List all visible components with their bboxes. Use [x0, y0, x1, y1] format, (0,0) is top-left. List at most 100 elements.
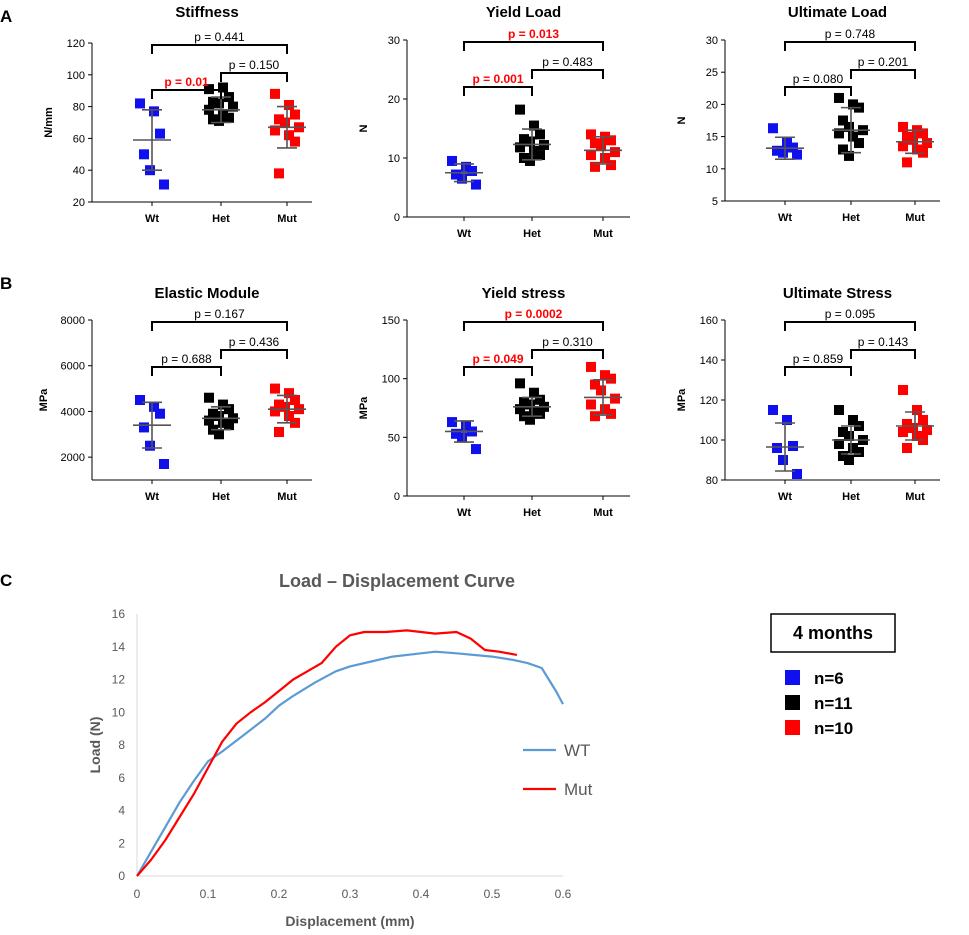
- y-axis-label: N/mm: [43, 107, 55, 138]
- x-tick-label: 0: [134, 887, 141, 901]
- y-tick-label: 0: [118, 869, 125, 883]
- data-point: [224, 112, 234, 123]
- legend-title: 4 months: [793, 623, 873, 643]
- data-point: [535, 150, 545, 161]
- legend-item-mut: n=10: [814, 719, 853, 738]
- data-point: [515, 142, 525, 153]
- data-point: [224, 404, 234, 415]
- significance-bracket: [784, 41, 916, 51]
- y-tick-label: 15: [706, 132, 718, 144]
- data-point: [447, 417, 457, 428]
- data-point: [590, 379, 600, 390]
- significance-bracket: [784, 366, 852, 376]
- data-point: [135, 395, 145, 405]
- y-tick-label: 20: [706, 99, 718, 111]
- x-tick-label: Het: [842, 491, 860, 503]
- data-point: [284, 388, 294, 399]
- y-tick-label: 60: [73, 133, 85, 145]
- data-point: [228, 101, 238, 112]
- p-value-label: p = 0.080: [793, 72, 844, 86]
- y-axis-label: MPa: [38, 388, 50, 412]
- data-point: [844, 150, 854, 161]
- data-point: [902, 443, 912, 453]
- p-value-label: p = 0.01: [164, 75, 209, 89]
- data-point: [912, 144, 922, 155]
- y-axis-label: Load (N): [87, 717, 103, 774]
- data-point: [515, 404, 525, 415]
- x-tick-label: Wt: [145, 491, 159, 503]
- data-point: [778, 455, 788, 465]
- legend-swatch-het: [785, 695, 800, 710]
- chart-title: Elastic Module: [154, 285, 259, 302]
- y-tick-label: 6000: [61, 361, 85, 373]
- data-point: [606, 373, 616, 384]
- data-point: [778, 147, 788, 158]
- chart-ultimate-stress: Ultimate Stress 80 100 120 140 160 MPa Wt Het Mut…: [676, 285, 940, 503]
- legend-swatch-mut: [785, 720, 800, 735]
- y-tick-label: 12: [112, 673, 126, 687]
- chart-title: Yield Load: [486, 4, 561, 21]
- y-tick-label: 100: [382, 374, 400, 386]
- data-point: [535, 129, 545, 140]
- significance-bracket: [784, 86, 852, 96]
- data-point: [284, 100, 294, 111]
- data-point: [204, 415, 214, 426]
- data-point: [898, 427, 908, 437]
- data-point: [922, 138, 932, 149]
- y-tick-label: 30: [388, 35, 400, 47]
- data-point: [471, 179, 481, 190]
- data-point: [898, 141, 908, 152]
- data-point: [535, 408, 545, 419]
- p-value-label: p = 0.049: [472, 352, 523, 366]
- y-axis-label: MPa: [358, 396, 370, 420]
- data-point: [525, 414, 535, 425]
- x-tick-label: Mut: [905, 491, 925, 503]
- y-tick-label: 100: [700, 435, 718, 447]
- y-tick-label: 160: [700, 315, 718, 327]
- significance-bracket: [151, 89, 222, 99]
- y-tick-label: 25: [706, 67, 718, 79]
- data-point: [274, 168, 284, 179]
- data-point: [270, 383, 280, 394]
- data-point: [600, 404, 610, 415]
- data-point: [912, 405, 922, 415]
- y-tick-label: 0: [394, 491, 400, 503]
- legend-item-wt: n=6: [814, 669, 844, 688]
- legend-label-wt: WT: [564, 741, 590, 760]
- data-point: [902, 157, 912, 168]
- y-tick-label: 8000: [61, 315, 85, 327]
- data-point: [590, 138, 600, 149]
- data-point: [457, 432, 467, 443]
- data-point: [149, 106, 159, 117]
- data-point: [844, 121, 854, 132]
- data-point: [535, 394, 545, 405]
- data-point: [898, 121, 908, 132]
- legend-title-box: [770, 613, 896, 653]
- data-point: [529, 406, 539, 417]
- data-point: [596, 141, 606, 152]
- chart-stiffness: Stiffness 20 40 60 80 100 120 N/mm Wt Het Mut p = 0…: [43, 4, 312, 225]
- y-tick-label: 20: [388, 94, 400, 106]
- data-point: [214, 429, 224, 440]
- p-value-label: p = 0.143: [858, 335, 909, 349]
- data-point: [218, 399, 228, 410]
- x-tick-label: Mut: [593, 228, 613, 240]
- data-point: [834, 439, 844, 449]
- p-value-label: p = 0.013: [508, 27, 559, 41]
- chart-yield-stress: Yield stress 0 50 100 150 MPa Wt Het Mut p = 0.04…: [358, 285, 630, 519]
- data-point: [844, 431, 854, 441]
- data-point: [792, 469, 802, 479]
- y-tick-label: 120: [67, 38, 85, 50]
- data-point: [525, 136, 535, 147]
- y-tick-label: 100: [67, 70, 85, 82]
- y-tick-label: 2: [118, 836, 125, 850]
- y-tick-label: 6: [118, 771, 125, 785]
- y-axis-label: N: [358, 124, 370, 132]
- data-point: [274, 114, 284, 125]
- y-tick-label: 4000: [61, 406, 85, 418]
- data-point: [898, 385, 908, 395]
- data-point: [606, 160, 616, 171]
- x-tick-label: Het: [523, 228, 541, 240]
- panel-label-b: B: [0, 274, 12, 293]
- y-tick-label: 150: [382, 315, 400, 327]
